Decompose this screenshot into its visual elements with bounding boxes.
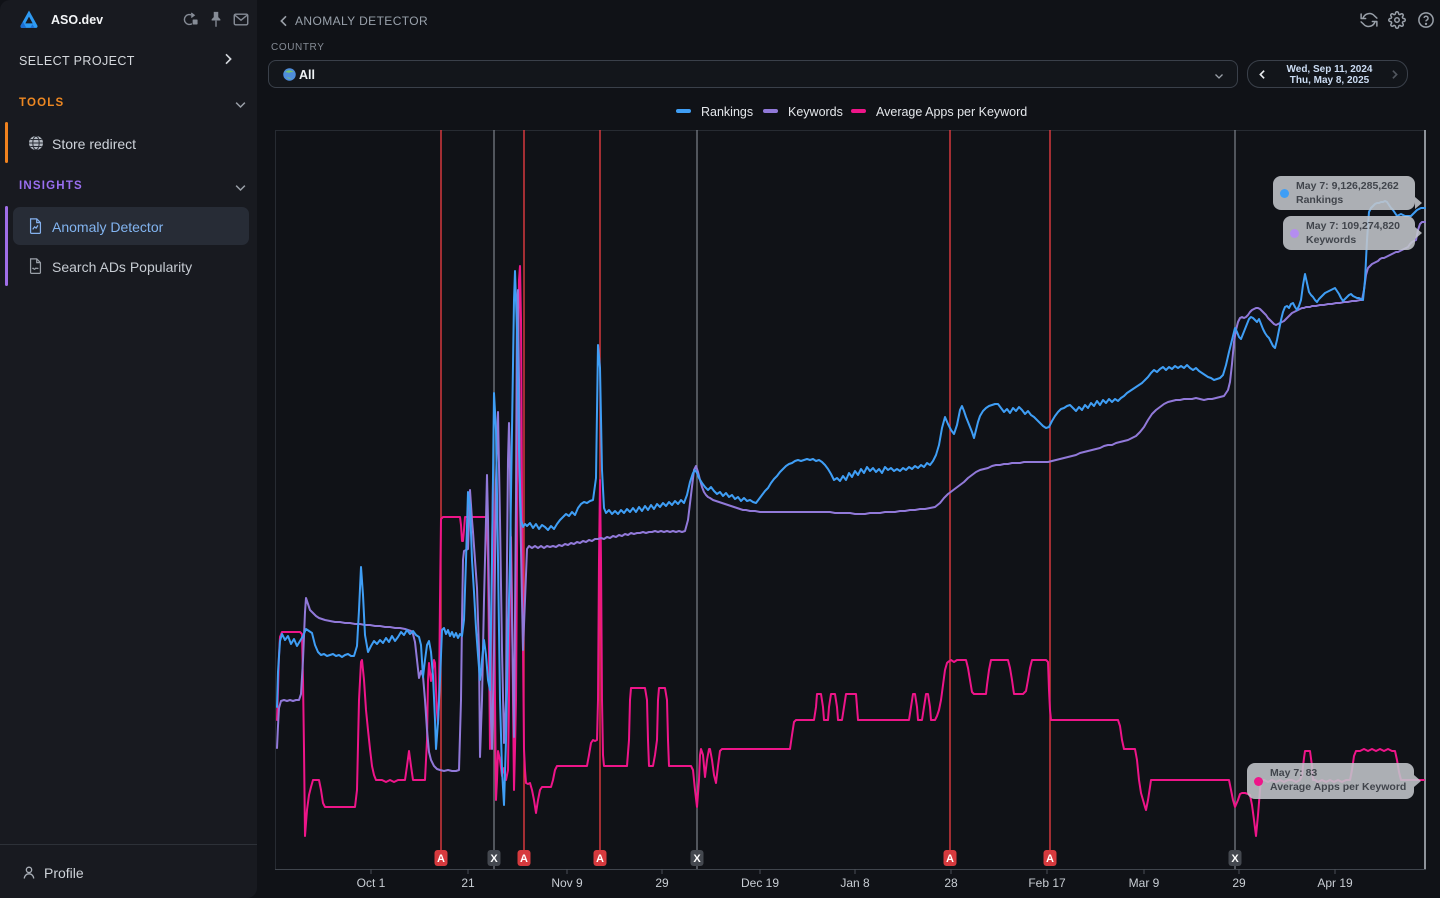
svg-text:A: A [946,853,954,865]
svg-text:X: X [490,853,498,865]
svg-text:21: 21 [461,876,475,890]
svg-text:A: A [520,853,528,865]
svg-text:A: A [1046,853,1054,865]
svg-text:Mar 9: Mar 9 [1129,876,1160,890]
svg-text:29: 29 [655,876,669,890]
svg-text:Jan 8: Jan 8 [840,876,870,890]
svg-text:29: 29 [1232,876,1246,890]
svg-text:A: A [596,853,604,865]
svg-text:28: 28 [944,876,958,890]
svg-text:Oct 1: Oct 1 [357,876,386,890]
svg-text:X: X [693,853,701,865]
svg-text:Dec 19: Dec 19 [741,876,779,890]
svg-text:Apr 19: Apr 19 [1317,876,1353,890]
svg-text:Feb 17: Feb 17 [1028,876,1066,890]
svg-text:Nov 9: Nov 9 [551,876,583,890]
svg-text:X: X [1231,853,1239,865]
svg-text:A: A [437,853,445,865]
